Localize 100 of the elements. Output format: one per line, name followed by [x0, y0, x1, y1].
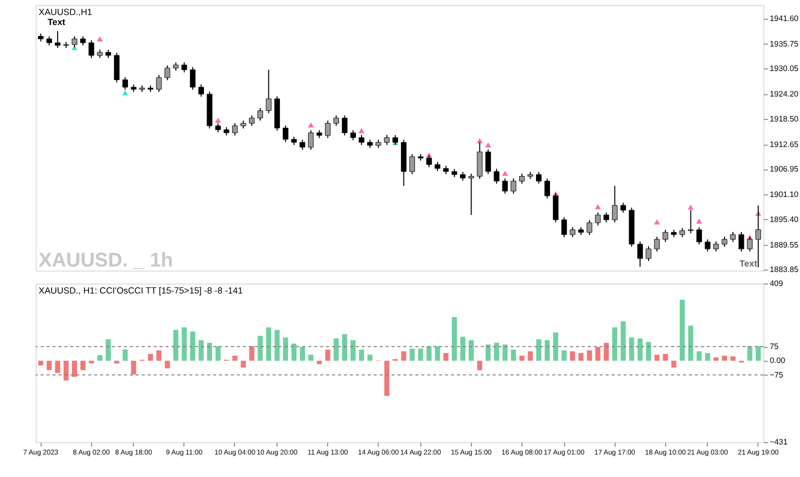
bar	[756, 346, 761, 361]
candlestick	[54, 30, 60, 49]
bar	[477, 360, 482, 370]
candlestick	[544, 178, 550, 199]
bar	[38, 360, 44, 366]
candlestick	[342, 114, 348, 136]
bar	[410, 348, 415, 361]
bar	[367, 354, 372, 361]
y-tick-label: 1901.10	[770, 190, 799, 200]
bar	[460, 336, 466, 361]
point	[96, 36, 103, 42]
bar	[300, 346, 305, 361]
annotation: Text	[740, 258, 758, 269]
point	[502, 170, 508, 176]
y-tick-label: 75	[770, 342, 780, 352]
y-tick-label: 1895.40	[770, 214, 799, 224]
candlestick	[156, 74, 162, 92]
bar	[562, 350, 567, 361]
candlestick	[552, 192, 558, 223]
candlestick	[510, 178, 516, 194]
bar	[486, 344, 491, 361]
candlestick	[561, 216, 567, 238]
candlestick	[570, 226, 576, 238]
bar	[198, 340, 204, 361]
candlestick	[308, 130, 314, 150]
bar	[426, 346, 432, 361]
y-tick-label: 0.00	[770, 356, 786, 366]
candlestick	[164, 64, 170, 81]
candlestick	[747, 236, 753, 252]
chart-title: XAUUSD., H1: CCI'OsCCI TT [15-75>15] -8 -8 -141	[38, 285, 243, 296]
bar	[164, 360, 170, 368]
y-tick-label: 1924.20	[770, 90, 799, 99]
candlestick	[324, 120, 331, 139]
bar	[671, 360, 676, 368]
candlestick	[680, 228, 686, 238]
candlestick	[646, 246, 652, 262]
bar	[342, 334, 348, 361]
point	[654, 219, 660, 225]
candlestick	[249, 114, 255, 126]
candlestick	[468, 173, 474, 216]
bar	[612, 327, 618, 361]
bar	[418, 348, 424, 361]
candlestick	[586, 220, 592, 236]
candlestick	[519, 173, 525, 184]
bar	[72, 360, 78, 377]
bar	[638, 338, 643, 361]
candlestick	[181, 62, 188, 73]
bar	[258, 336, 263, 361]
y-tick-label: 1918.50	[770, 114, 799, 124]
candlestick	[502, 178, 508, 194]
bar	[173, 330, 178, 361]
candlestick	[604, 212, 610, 223]
bar	[401, 351, 406, 361]
bar	[654, 354, 660, 361]
y-tick-label: 1912.65	[770, 140, 799, 149]
bar	[443, 353, 448, 361]
y-tick-label: 1889.55	[770, 240, 799, 250]
bar	[730, 356, 736, 361]
candlestick	[722, 236, 728, 248]
bar	[714, 357, 719, 361]
candlestick	[266, 69, 272, 114]
bar	[680, 300, 685, 361]
bar	[629, 338, 634, 361]
bar	[586, 350, 592, 361]
bar	[519, 356, 524, 361]
point	[358, 128, 364, 134]
y-tick-label: −431	[770, 438, 788, 447]
candlestick	[637, 241, 643, 268]
candlestick	[696, 226, 702, 246]
candlestick	[190, 66, 196, 90]
bar	[553, 332, 558, 361]
bar	[705, 353, 710, 361]
bar	[207, 342, 212, 361]
bar	[578, 353, 584, 361]
bar	[604, 342, 609, 361]
candlestick	[257, 108, 264, 122]
candlestick	[198, 84, 204, 98]
point	[696, 218, 702, 224]
bar	[595, 346, 600, 361]
bar	[544, 340, 550, 361]
bar	[696, 351, 702, 361]
y-tick-label: 1930.05	[770, 64, 799, 74]
bar	[215, 346, 221, 361]
candlestick	[654, 236, 660, 252]
y-tick-label: 1941.60	[770, 14, 799, 23]
bar	[283, 338, 288, 361]
bar	[131, 360, 136, 374]
bar	[434, 346, 440, 361]
bar	[232, 356, 238, 361]
y-tick-label: 409	[770, 279, 784, 288]
candlestick	[333, 114, 339, 126]
bar	[190, 331, 196, 361]
candlestick	[358, 134, 364, 146]
bar	[536, 339, 542, 361]
candlestick	[350, 130, 356, 141]
candlestick	[434, 161, 440, 172]
bar	[452, 316, 457, 361]
bar	[249, 346, 254, 361]
candlestick	[122, 76, 128, 90]
bar	[325, 350, 330, 361]
